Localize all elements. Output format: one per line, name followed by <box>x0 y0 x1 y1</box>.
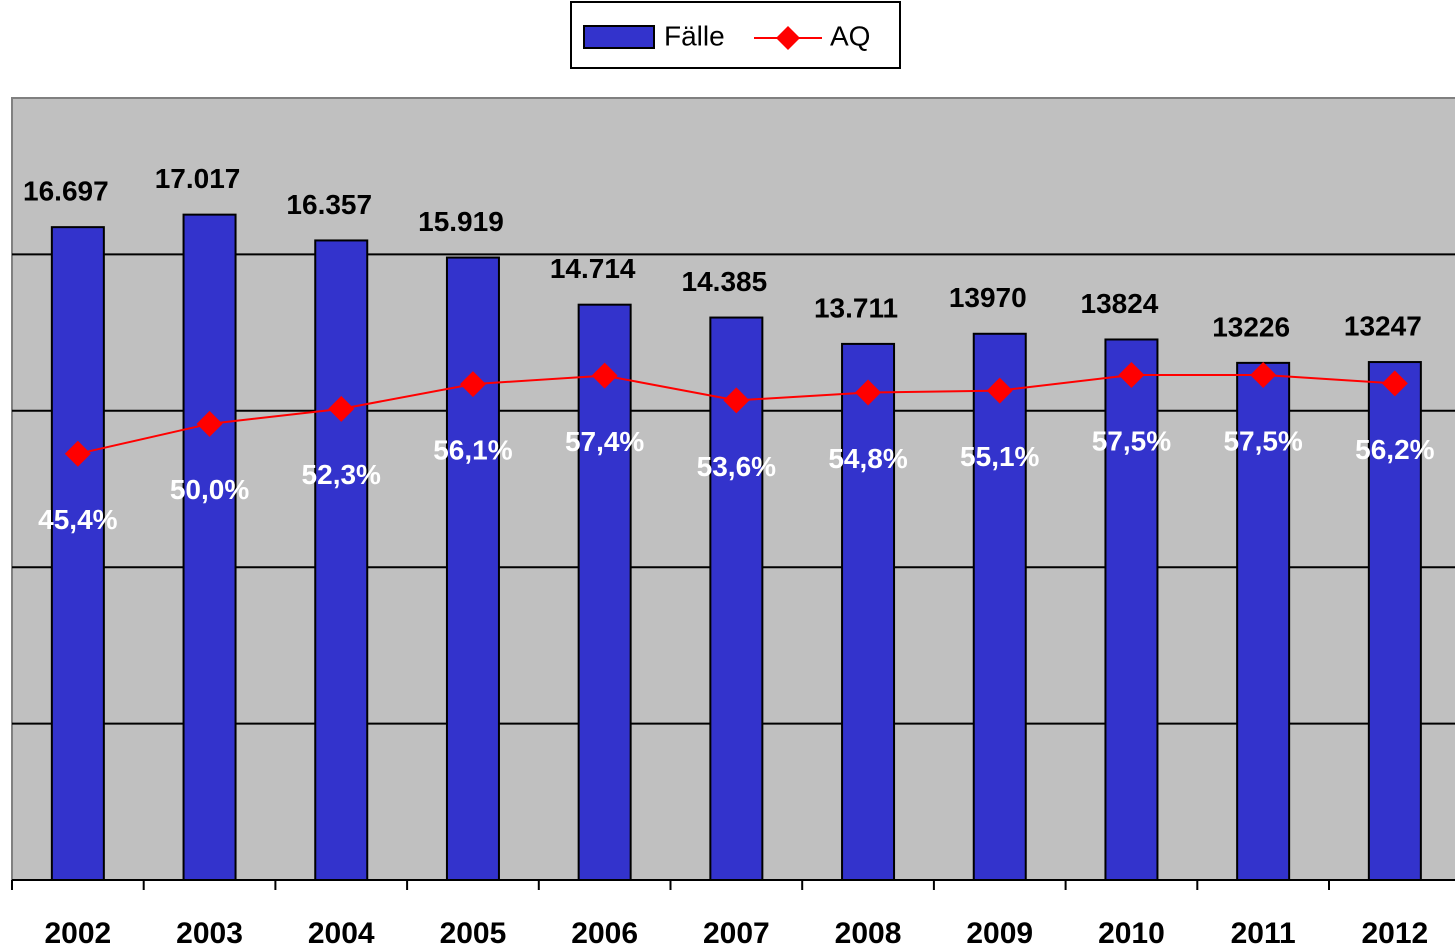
data-label: 13824 <box>1081 288 1159 319</box>
data-label: 15.919 <box>418 206 504 237</box>
legend-label: AQ <box>830 20 870 51</box>
marker <box>328 395 355 422</box>
x-tick-label: 2003 <box>176 917 243 950</box>
x-tick-label: 2008 <box>835 917 902 950</box>
marker <box>459 371 486 398</box>
marker <box>591 362 618 389</box>
marker <box>1381 370 1408 397</box>
bar <box>1236 361 1291 881</box>
data-label: 50,0% <box>170 474 249 505</box>
bar <box>1367 361 1422 881</box>
bar <box>445 256 500 882</box>
x-tick-label: 2011 <box>1231 917 1296 950</box>
data-label: 54,8% <box>828 443 907 474</box>
data-label: 53,6% <box>697 451 776 482</box>
x-tick-label: 2005 <box>440 917 507 950</box>
data-label: 13.711 <box>814 292 898 323</box>
legend-label: Fälle <box>664 20 725 51</box>
marker <box>986 377 1013 404</box>
bar <box>50 226 105 882</box>
data-label: 16.697 <box>23 176 109 207</box>
data-label: 57,5% <box>1092 425 1171 456</box>
data-label: 57,4% <box>565 426 644 457</box>
marker <box>196 410 223 437</box>
data-label: 14.714 <box>550 253 636 284</box>
bar <box>314 239 369 882</box>
data-label: 17.017 <box>155 163 241 194</box>
marker <box>1250 361 1277 388</box>
bar <box>841 342 896 881</box>
x-tick-label: 2006 <box>571 917 638 950</box>
data-label: 57,5% <box>1223 425 1302 456</box>
x-tick-label: 2007 <box>703 917 770 950</box>
marker <box>64 440 91 467</box>
bar <box>182 213 237 881</box>
bar <box>1104 338 1159 881</box>
data-label: 45,4% <box>38 504 117 535</box>
marker <box>855 379 882 406</box>
data-label: 55,1% <box>960 441 1039 472</box>
x-tick-label: 2012 <box>1361 917 1428 950</box>
data-label: 14.385 <box>682 266 768 297</box>
data-label: 13247 <box>1344 310 1422 341</box>
bar <box>577 303 632 881</box>
data-label: 56,1% <box>433 434 512 465</box>
legend-swatch <box>583 25 655 49</box>
bar <box>972 332 1027 881</box>
x-tick-label: 2002 <box>44 917 111 950</box>
x-tick-label: 2009 <box>966 917 1033 950</box>
data-label: 16.357 <box>286 189 372 220</box>
data-label: 13226 <box>1212 311 1290 342</box>
data-label: 13970 <box>949 282 1027 313</box>
marker <box>723 387 750 414</box>
x-tick-label: 2010 <box>1098 917 1165 950</box>
x-tick-label: 2004 <box>308 917 375 950</box>
data-label: 56,2% <box>1355 434 1434 465</box>
legend-marker <box>776 26 800 50</box>
data-label: 52,3% <box>302 459 381 490</box>
marker <box>1118 361 1145 388</box>
